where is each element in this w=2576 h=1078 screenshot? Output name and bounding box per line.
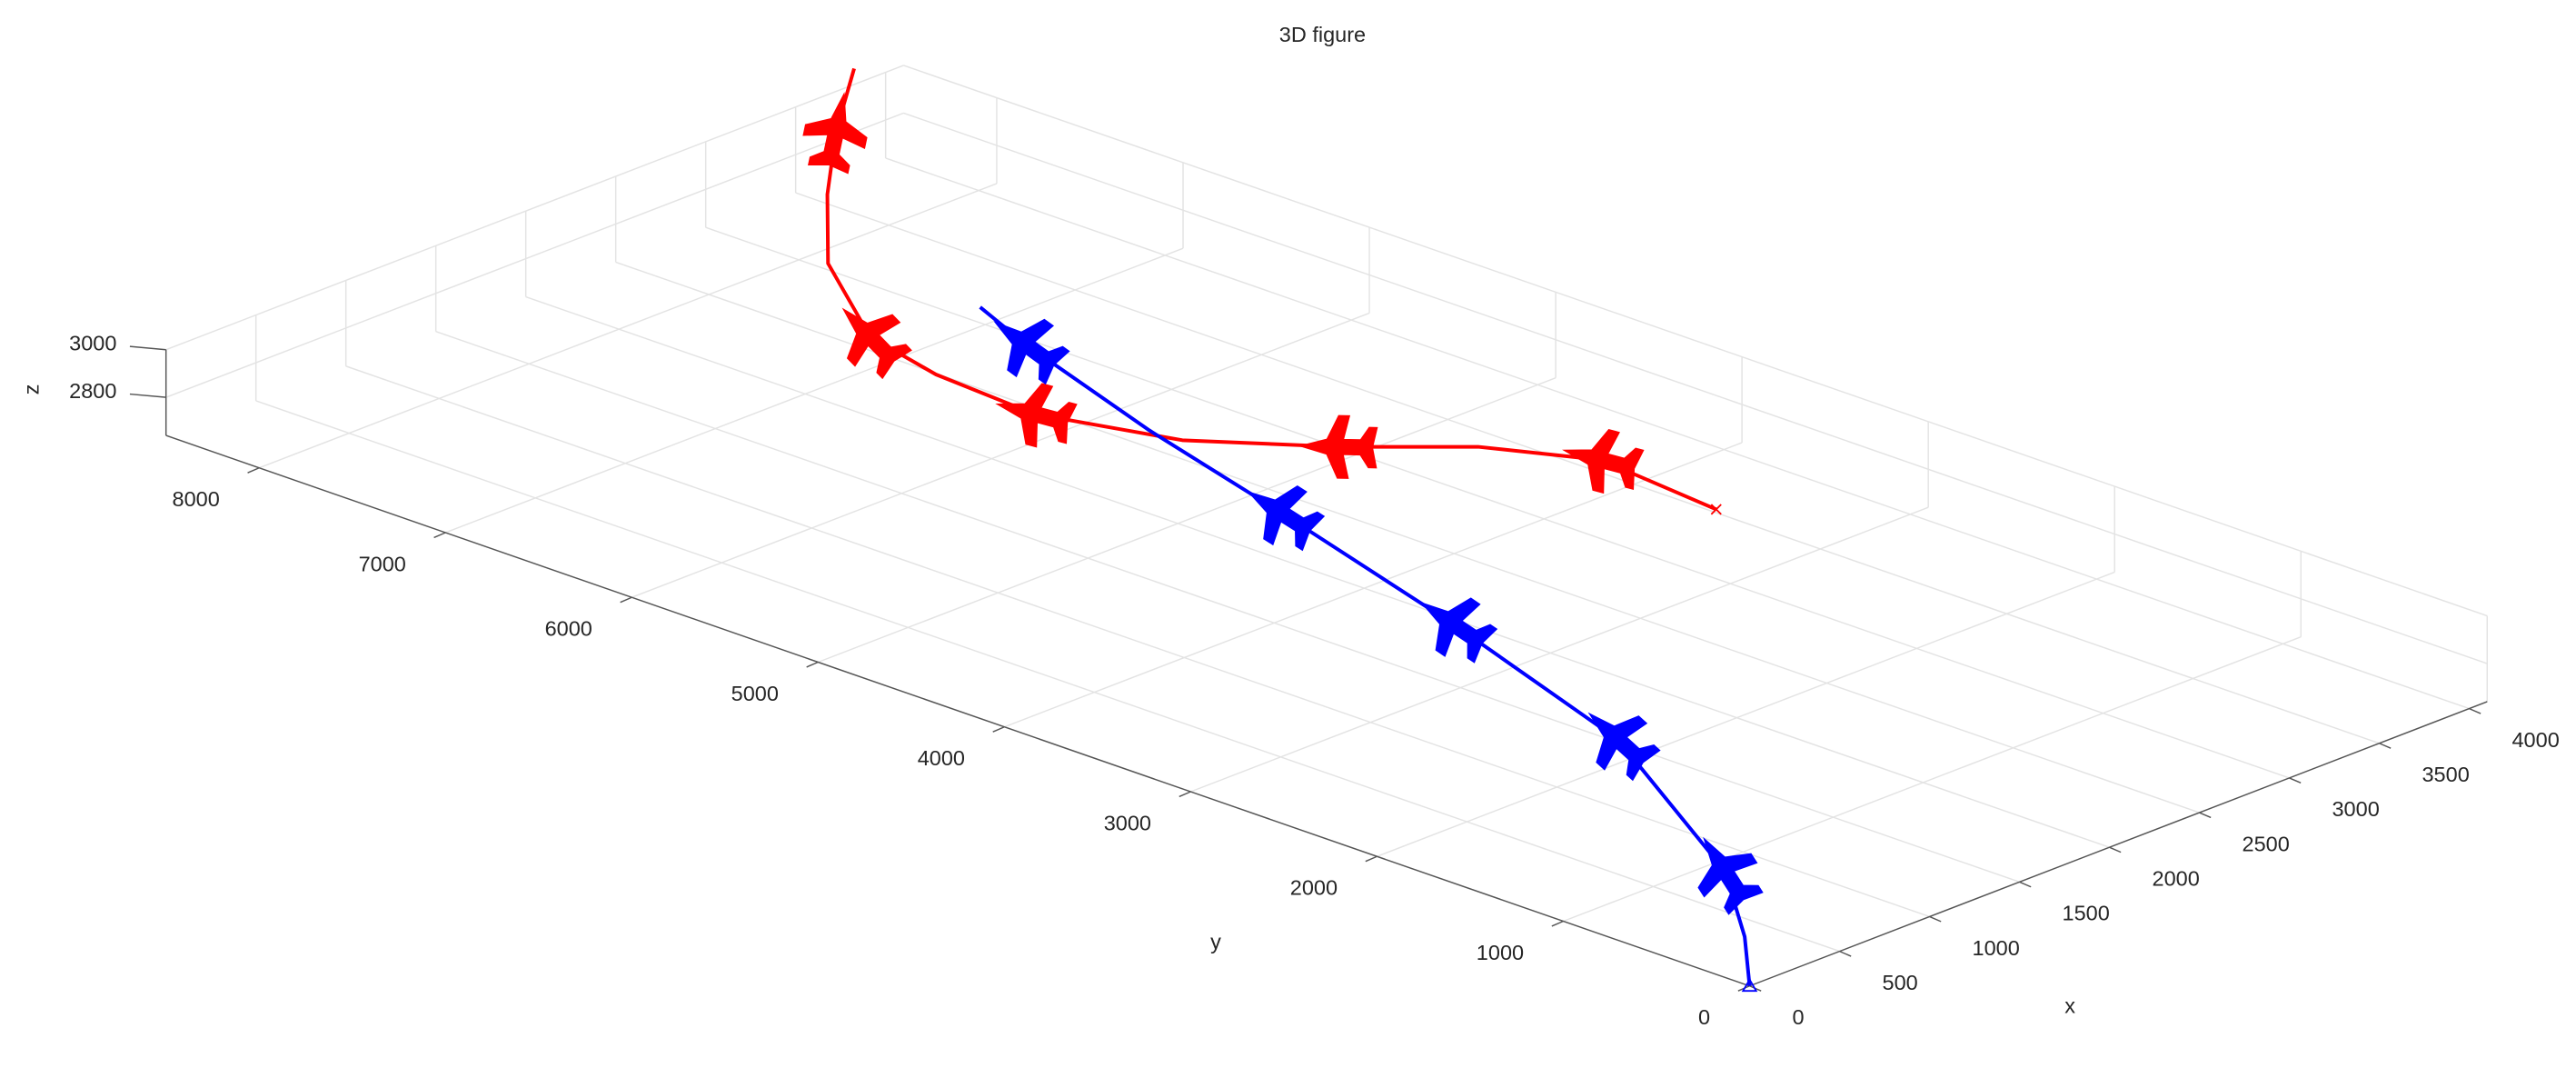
x-axis-line	[1749, 701, 2488, 987]
x-tick	[2199, 812, 2212, 819]
y-axis-label: y	[1210, 930, 1221, 953]
grid-line	[255, 400, 1840, 953]
y-tick-label: 1000	[1477, 941, 1524, 964]
y-tick	[1365, 855, 1378, 863]
start-marker	[1710, 504, 1722, 515]
aircraft	[995, 383, 1078, 448]
aircraft	[1247, 484, 1326, 552]
y-tick-label: 8000	[173, 487, 220, 511]
y-tick-label: 3000	[1104, 811, 1151, 834]
grid-line	[818, 377, 1557, 664]
z-tick-label: 2800	[69, 379, 116, 403]
y-tick	[1551, 920, 1564, 927]
y-tick-label: 7000	[359, 552, 406, 575]
aircraft	[1587, 712, 1661, 782]
x-tick-label: 500	[1883, 971, 1918, 994]
grid-line	[1004, 442, 1743, 728]
x-tick-label: 3000	[2332, 797, 2380, 821]
y-tick	[806, 661, 819, 668]
grid-line	[258, 183, 998, 469]
y-tick-label: 4000	[918, 746, 965, 770]
y-tick-label: 6000	[545, 617, 592, 641]
z-tick-label: 3000	[69, 332, 116, 355]
x-tick-label: 2500	[2243, 832, 2290, 855]
x-tick	[2289, 777, 2302, 784]
grid-line	[525, 295, 2110, 848]
aircraft	[1697, 836, 1764, 915]
grid-line	[1563, 636, 2302, 923]
start-marker	[1741, 977, 1758, 993]
aircraft	[1298, 414, 1378, 479]
grid-line	[345, 365, 1930, 918]
grid-line	[435, 330, 2020, 883]
x-tick	[2109, 846, 2122, 853]
y-tick-label: 2000	[1290, 876, 1338, 900]
aircraft	[1419, 597, 1498, 664]
x-tick-label: 2000	[2153, 867, 2200, 891]
grid-line	[885, 157, 2470, 710]
x-tick-label: 1500	[2063, 902, 2110, 925]
y-tick-label: 5000	[731, 682, 779, 705]
trajectory	[979, 305, 1752, 986]
x-tick	[2019, 881, 2032, 888]
grid-line	[444, 247, 1184, 534]
grid-line	[632, 312, 1370, 598]
aircraft	[1562, 429, 1645, 494]
y-tick	[620, 596, 632, 604]
y-tick	[992, 726, 1005, 733]
grid-line	[903, 65, 2488, 617]
grid-line	[705, 226, 2290, 779]
y-tick-label: 0	[1698, 1005, 1710, 1029]
x-tick	[2379, 743, 2392, 749]
x-tick-label: 1000	[1973, 936, 2020, 960]
z-tick	[129, 345, 166, 351]
y-tick	[433, 532, 446, 539]
x-axis-label: x	[2064, 993, 2075, 1017]
y-axis-line	[165, 434, 1750, 987]
z-axis-label: z	[19, 384, 43, 395]
aircraft	[841, 307, 912, 380]
x-tick-label: 3500	[2422, 763, 2469, 786]
trajectory	[825, 67, 1717, 512]
grid-line	[795, 192, 2380, 744]
grid-line	[165, 65, 904, 351]
x-tick	[1839, 950, 1852, 957]
grid-line	[165, 112, 904, 398]
y-tick	[247, 467, 260, 474]
x-tick	[2469, 707, 2482, 714]
aircraft	[993, 318, 1070, 385]
grid-line	[903, 112, 2488, 664]
x-tick-label: 0	[1793, 1005, 1805, 1029]
y-tick	[1179, 791, 1191, 798]
z-tick	[129, 393, 166, 398]
x-tick	[1929, 915, 1942, 923]
grid-line	[1377, 571, 2115, 857]
chart-title: 3D figure	[1279, 23, 1366, 46]
x-tick-label: 4000	[2511, 728, 2559, 752]
grid-line	[1190, 506, 1929, 793]
aircraft	[802, 92, 868, 175]
